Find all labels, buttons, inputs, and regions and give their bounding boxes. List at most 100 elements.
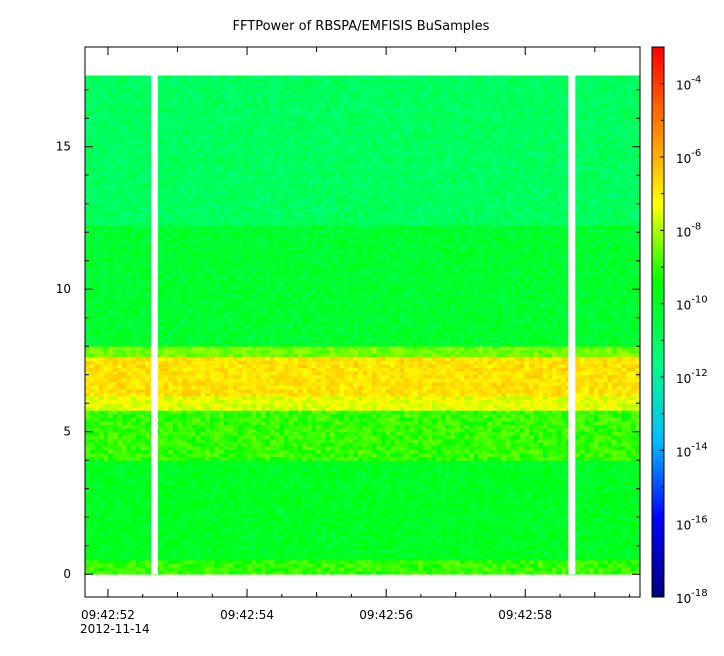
heatmap-cell (515, 527, 521, 532)
heatmap-cell (214, 499, 220, 504)
heatmap-cell (561, 449, 567, 454)
heatmap-cell (404, 492, 410, 497)
heatmap-cell (274, 431, 280, 436)
heatmap-cell (450, 456, 456, 461)
heatmap-cell (325, 456, 331, 461)
heatmap-cell (108, 527, 114, 532)
heatmap-cell (626, 495, 632, 500)
heatmap-cell (385, 542, 391, 547)
heatmap-cell (399, 445, 405, 450)
heatmap-cell (445, 527, 451, 532)
heatmap-cell (579, 559, 585, 564)
heatmap-cell (126, 467, 132, 472)
heatmap-cell (186, 456, 192, 461)
heatmap-cell (593, 445, 599, 450)
heatmap-cell (353, 460, 359, 465)
heatmap-cell (501, 517, 507, 522)
heatmap-cell (515, 438, 521, 443)
heatmap-cell (320, 474, 326, 479)
heatmap-cell (283, 531, 289, 536)
heatmap-cell (200, 520, 206, 525)
heatmap-cell (122, 563, 128, 568)
heatmap-cell (279, 510, 285, 515)
heatmap-cell (473, 495, 479, 500)
heatmap-cell (390, 535, 396, 539)
heatmap-cell (168, 449, 174, 454)
heatmap-cell (399, 527, 405, 532)
heatmap-cell (524, 467, 530, 472)
heatmap-cell (186, 517, 192, 522)
heatmap-cell (390, 488, 396, 493)
heatmap-cell (251, 435, 257, 440)
heatmap-cell (320, 524, 326, 529)
heatmap-cell (561, 463, 567, 468)
heatmap-cell (556, 535, 562, 539)
heatmap-cell (357, 538, 363, 543)
heatmap-cell (584, 510, 590, 515)
heatmap-cell (168, 510, 174, 515)
heatmap-cell (316, 542, 322, 547)
heatmap-cell (270, 438, 276, 443)
heatmap-cell (219, 467, 225, 472)
heatmap-cell (496, 431, 502, 436)
heatmap-cell (311, 542, 317, 547)
heatmap-cell (330, 563, 336, 568)
heatmap-cell (219, 520, 225, 525)
heatmap-cell (487, 510, 493, 515)
heatmap-cell (450, 570, 456, 575)
heatmap-cell (575, 456, 581, 461)
heatmap-cell (159, 510, 165, 515)
heatmap-cell (496, 549, 502, 554)
heatmap-cell (445, 513, 451, 518)
heatmap-cell (122, 524, 128, 529)
heatmap-cell (260, 463, 266, 468)
heatmap-cell (339, 460, 345, 465)
heatmap-cell (251, 456, 257, 461)
heatmap-cell (228, 463, 234, 468)
heatmap-cell (450, 463, 456, 468)
heatmap-cell (205, 563, 211, 568)
heatmap-cell (98, 563, 104, 568)
heatmap-cell (293, 438, 299, 443)
heatmap-cell (94, 474, 100, 479)
heatmap-cell (584, 520, 590, 525)
heatmap-cell (626, 527, 632, 532)
heatmap-cell (445, 453, 451, 458)
heatmap-cell (441, 549, 447, 554)
heatmap-cell (607, 481, 613, 486)
heatmap-cell (519, 556, 525, 561)
heatmap-cell (223, 567, 229, 572)
heatmap-cell (635, 470, 641, 475)
heatmap-cell (376, 567, 382, 572)
heatmap-cell (348, 453, 354, 458)
heatmap-cell (579, 556, 585, 561)
heatmap-cell (616, 442, 622, 447)
heatmap-cell (538, 559, 544, 564)
heatmap-cell (297, 545, 303, 550)
heatmap-cell (427, 435, 433, 440)
heatmap-cell (487, 463, 493, 468)
heatmap-cell (205, 453, 211, 458)
heatmap-cell (316, 520, 322, 525)
heatmap-cell (85, 463, 91, 468)
heatmap-cell (376, 442, 382, 447)
heatmap-cell (422, 520, 428, 525)
heatmap-cell (556, 556, 562, 561)
heatmap-cell (279, 460, 285, 465)
heatmap-cell (441, 438, 447, 443)
heatmap-cell (325, 474, 331, 479)
heatmap-cell (242, 570, 248, 575)
heatmap-cell (89, 424, 95, 429)
heatmap-cell (626, 474, 632, 479)
heatmap-cell (297, 438, 303, 443)
heatmap-cell (575, 524, 581, 529)
heatmap-cell (311, 570, 317, 575)
heatmap-cell (256, 495, 262, 500)
heatmap-cell (233, 488, 239, 493)
heatmap-cell (436, 449, 442, 454)
heatmap-cell (209, 463, 215, 468)
heatmap-cell (584, 442, 590, 447)
heatmap-cell (200, 556, 206, 561)
heatmap-cell (496, 485, 502, 490)
heatmap-cell (163, 442, 169, 447)
